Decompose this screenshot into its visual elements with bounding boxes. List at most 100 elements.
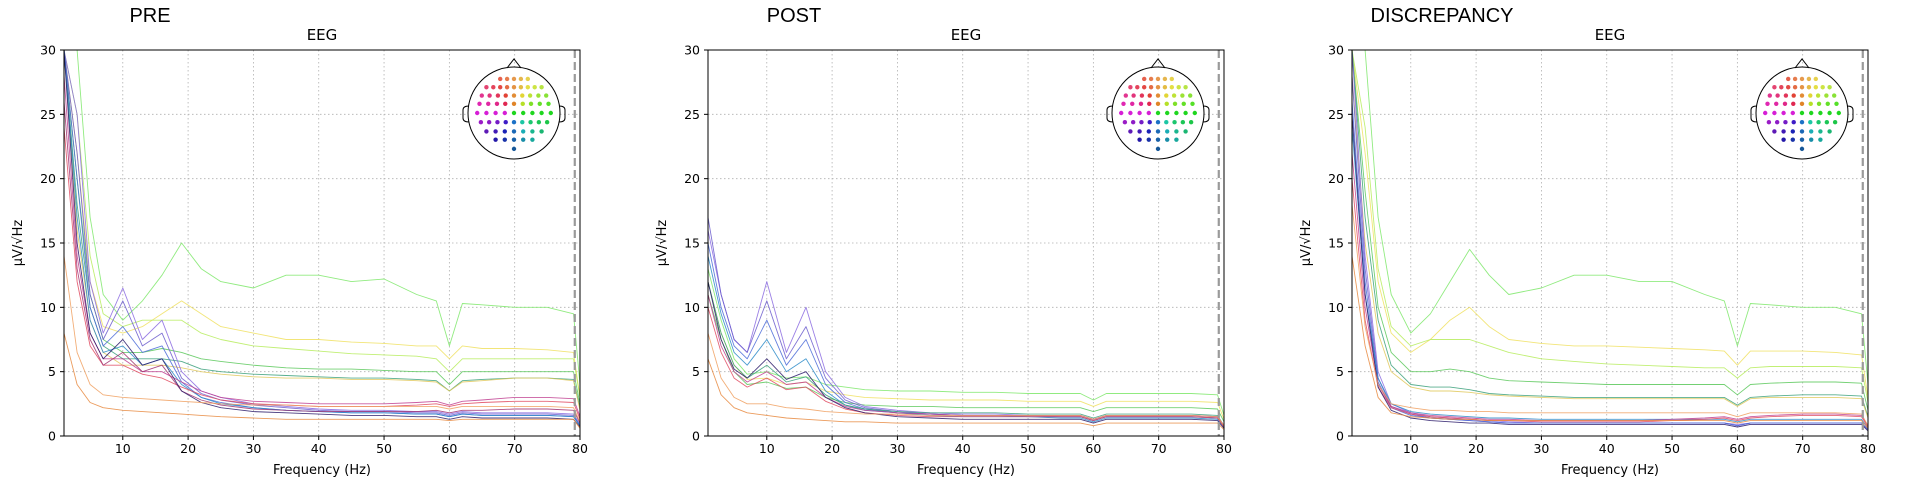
sensor-dot bbox=[1190, 101, 1195, 107]
right-ear bbox=[1202, 105, 1210, 123]
psd-series-line bbox=[64, 50, 580, 428]
y-axis-label: µV/√Hz bbox=[11, 220, 26, 267]
sensor-dot bbox=[1165, 129, 1170, 134]
sensor-dot bbox=[1147, 120, 1152, 125]
sensor-dot bbox=[1799, 85, 1805, 90]
x-tick-label: 40 bbox=[1599, 441, 1615, 456]
sensor-dot bbox=[1165, 110, 1170, 116]
sensor-dot bbox=[1174, 129, 1179, 134]
psd-series-line bbox=[708, 242, 1224, 428]
x-tick-label: 80 bbox=[1860, 441, 1876, 456]
y-tick-label: 0 bbox=[692, 429, 700, 444]
sensor-dot bbox=[1171, 93, 1177, 98]
psd-series-line bbox=[1352, 101, 1868, 430]
psd-series-line bbox=[708, 307, 1224, 428]
sensor-dot bbox=[495, 120, 500, 125]
sensor-dot bbox=[1767, 93, 1773, 98]
sensor-dot bbox=[530, 110, 535, 116]
sensor-dot bbox=[1148, 85, 1154, 90]
sensor-dot bbox=[1775, 93, 1780, 98]
sensor-dot bbox=[1147, 101, 1152, 107]
sensor-dot bbox=[1128, 110, 1133, 116]
sensor-dot bbox=[1808, 120, 1813, 125]
sensor-dot bbox=[511, 110, 517, 116]
x-tick-label: 40 bbox=[311, 441, 327, 456]
sensor-dot bbox=[1142, 76, 1147, 82]
y-tick-label: 10 bbox=[40, 300, 56, 315]
sensor-dot bbox=[525, 76, 530, 82]
y-tick-label: 20 bbox=[684, 171, 700, 186]
sensor-dot bbox=[477, 101, 482, 107]
y-tick-label: 15 bbox=[684, 236, 700, 251]
psd-series-line bbox=[64, 75, 580, 417]
y-tick-label: 0 bbox=[1336, 429, 1344, 444]
psd-series-line bbox=[64, 50, 580, 398]
sensor-dot bbox=[484, 110, 489, 116]
left-ear bbox=[1106, 105, 1114, 123]
sensor-dot bbox=[1174, 137, 1179, 142]
psd-series-line bbox=[64, 101, 580, 424]
sensor-dot bbox=[498, 76, 503, 82]
sensor-dot bbox=[1155, 76, 1161, 82]
sensor-dot bbox=[1783, 93, 1789, 98]
sensor-dot bbox=[1799, 101, 1805, 107]
psd-series-line bbox=[1352, 50, 1868, 385]
sensor-dot bbox=[1813, 76, 1819, 82]
sensor-dot bbox=[539, 129, 544, 134]
sensor-dot bbox=[521, 129, 526, 134]
sensor-dot bbox=[521, 137, 526, 142]
x-tick-label: 80 bbox=[1216, 441, 1232, 456]
sensor-dot bbox=[1131, 93, 1136, 98]
psd-series-line bbox=[708, 217, 1224, 428]
sensor-dot bbox=[511, 85, 517, 90]
sensor-dot bbox=[1782, 101, 1788, 107]
sensor-dot bbox=[544, 120, 550, 125]
sensor-dot bbox=[1790, 137, 1796, 142]
psd-series-line bbox=[64, 50, 580, 426]
sensor-dot bbox=[491, 85, 496, 90]
sensor-dot bbox=[1772, 110, 1777, 116]
x-tick-label: 40 bbox=[955, 441, 971, 456]
sensor-dot bbox=[1799, 76, 1805, 82]
sensor-dot bbox=[478, 120, 484, 125]
x-tick-label: 30 bbox=[1533, 441, 1549, 456]
sensor-dot bbox=[528, 120, 533, 125]
sensor-dot bbox=[1155, 137, 1161, 142]
psd-series-line bbox=[708, 268, 1224, 416]
sensor-dot bbox=[504, 85, 510, 90]
sensor-dot bbox=[511, 129, 517, 134]
nose-shape bbox=[1150, 58, 1166, 69]
sensor-dot bbox=[1809, 137, 1814, 142]
sensor-dot bbox=[475, 110, 480, 116]
sensor-dot bbox=[494, 101, 500, 107]
sensor-dot bbox=[511, 146, 517, 152]
x-tick-label: 20 bbox=[1468, 441, 1484, 456]
sensor-dot bbox=[1824, 93, 1829, 98]
sensor-dot bbox=[1164, 120, 1169, 125]
x-tick-label: 60 bbox=[1729, 441, 1745, 456]
sensor-dot bbox=[511, 120, 517, 125]
sensor-dot bbox=[1122, 120, 1128, 125]
sensor-dot bbox=[1781, 129, 1786, 134]
sensor-dot bbox=[1164, 101, 1169, 107]
axes-title: EEG bbox=[951, 26, 982, 44]
left-ear bbox=[1750, 105, 1758, 123]
y-tick-label: 5 bbox=[692, 364, 700, 379]
psd-series-line bbox=[1352, 204, 1868, 426]
sensor-dot bbox=[1183, 110, 1188, 116]
sensor-dot bbox=[1128, 85, 1133, 90]
y-tick-label: 30 bbox=[684, 43, 700, 58]
y-axis-label: µV/√Hz bbox=[655, 220, 670, 267]
sensor-dot bbox=[487, 93, 492, 98]
sensor-dot bbox=[1155, 146, 1161, 152]
sensor-dot bbox=[1815, 93, 1821, 98]
x-tick-label: 50 bbox=[1664, 441, 1680, 456]
sensor-dot bbox=[503, 93, 508, 98]
psd-series-line bbox=[64, 50, 580, 404]
psd-series-line bbox=[708, 255, 1224, 428]
sensor-dot bbox=[537, 101, 542, 107]
sensor-dot bbox=[1799, 93, 1805, 98]
psd-series-line bbox=[1352, 75, 1868, 419]
panel-title: DISCREPANCY bbox=[1371, 5, 1514, 27]
nose-shape bbox=[506, 58, 522, 69]
